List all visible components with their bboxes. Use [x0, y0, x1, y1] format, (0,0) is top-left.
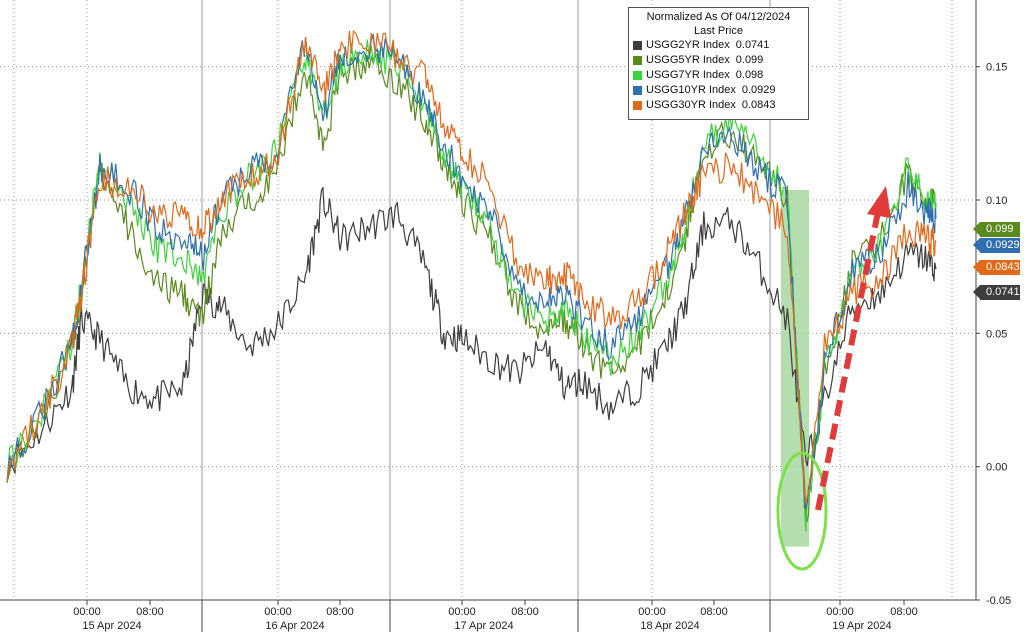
legend-series-name: USGG10YR Index: [646, 84, 736, 96]
legend-series-name: USGG5YR Index: [646, 54, 730, 66]
legend-series-name: USGG7YR Index: [646, 69, 730, 81]
legend-last-value: 0.0843: [741, 99, 776, 111]
legend-swatch: [633, 56, 642, 65]
legend-rows: USGG2YR Index 0.0741 USGG5YR Index 0.099 USG…: [633, 38, 804, 113]
x-tick-label: 00:00: [826, 606, 854, 618]
day-label: 17 Apr 2024: [454, 620, 513, 632]
day-label: 15 Apr 2024: [82, 620, 141, 632]
y-tick-label: 0.10: [986, 195, 1007, 207]
day-label: 16 Apr 2024: [265, 620, 324, 632]
day-label: 18 Apr 2024: [640, 620, 699, 632]
x-tick-label: 08:00: [326, 606, 354, 618]
series-lines: [6, 30, 937, 532]
series-line-usgg7yr: [6, 39, 937, 532]
circle-annotation: [776, 451, 828, 571]
x-tick-label: 08:00: [700, 606, 728, 618]
legend-last-value: 0.099: [735, 54, 764, 66]
last-price-tag: 0.0741: [973, 285, 1020, 300]
legend-item: USGG7YR Index 0.098: [633, 68, 804, 83]
grid: [0, 0, 976, 601]
legend-last-value: 0.0929: [741, 84, 776, 96]
last-price-tag: 0.0843: [973, 260, 1020, 275]
y-tick-label: 0.15: [986, 62, 1007, 74]
legend-swatch: [633, 101, 642, 110]
legend-swatch: [633, 86, 642, 95]
y-tick-label: 0.00: [986, 462, 1007, 474]
legend-last-value: 0.0741: [735, 39, 770, 51]
x-tick-label: 08:00: [890, 606, 918, 618]
x-tick-label: 00:00: [638, 606, 666, 618]
legend-item: USGG2YR Index 0.0741: [633, 38, 804, 53]
legend-series-name: USGG2YR Index: [646, 39, 730, 51]
legend-item: USGG30YR Index 0.0843: [633, 98, 804, 113]
legend: Normalized As Of 04/12/2024 Last Price U…: [628, 7, 809, 120]
x-tick-label: 08:00: [136, 606, 164, 618]
arrow-shaft: [815, 211, 881, 511]
day-label: 19 Apr 2024: [832, 620, 891, 632]
legend-item: USGG10YR Index 0.0929: [633, 83, 804, 98]
x-tick-label: 00:00: [264, 606, 292, 618]
legend-item: USGG5YR Index 0.099: [633, 53, 804, 68]
x-tick-label: 00:00: [73, 606, 101, 618]
x-tick-label: 00:00: [448, 606, 476, 618]
legend-title: Normalized As Of 04/12/2024: [646, 11, 791, 23]
x-tick-label: 08:00: [511, 606, 539, 618]
last-price-tag: 0.0929: [973, 238, 1020, 253]
arrow-head: [867, 186, 891, 218]
legend-swatch: [633, 71, 642, 80]
series-line-usgg30yr: [6, 30, 937, 504]
arrow-annotation: [815, 186, 891, 511]
legend-swatch: [633, 41, 642, 50]
y-tick-label: -0.05: [986, 595, 1011, 607]
last-price-tag: 0.099: [973, 222, 1020, 237]
legend-series-name: USGG30YR Index: [646, 99, 736, 111]
y-tick-label: 0.05: [986, 328, 1007, 340]
series-line-usgg2yr: [6, 187, 937, 483]
legend-subtitle: Last Price: [694, 25, 743, 37]
legend-last-value: 0.098: [735, 69, 764, 81]
